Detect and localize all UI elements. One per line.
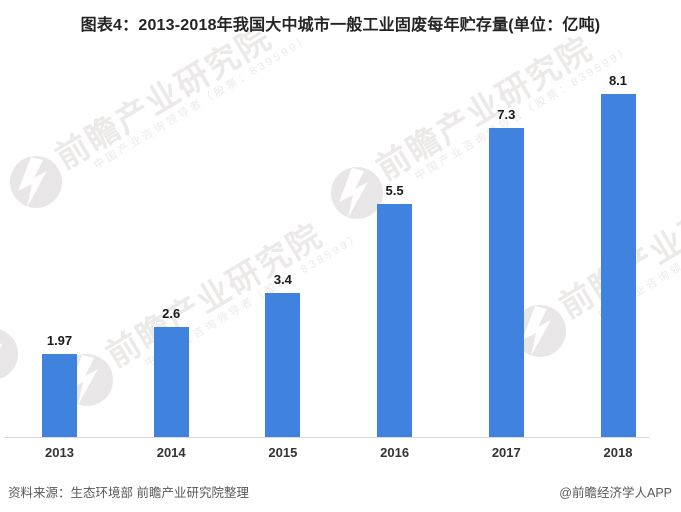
bar-value-label: 3.4 <box>273 272 292 287</box>
bar-value-label: 1.97 <box>46 333 73 348</box>
x-tick-label: 2018 <box>603 445 633 460</box>
x-tick-label: 2013 <box>45 445 74 460</box>
chart-title: 图表4：2013-2018年我国大中城市一般工业固废每年贮存量(单位：亿吨) <box>80 17 601 34</box>
bar-value-label: 7.3 <box>497 107 516 122</box>
x-tick-label: 2016 <box>380 445 410 460</box>
bar <box>265 293 301 437</box>
x-tick-label: 2014 <box>156 445 186 460</box>
x-axis-line <box>4 437 650 438</box>
bar-value-label: 8.1 <box>608 73 628 88</box>
bar <box>600 94 636 437</box>
bar <box>488 128 524 437</box>
x-tick-label: 2017 <box>491 445 521 460</box>
bar <box>377 204 413 437</box>
app-credit: @前瞻经济学人APP <box>559 486 672 500</box>
bar-value-label: 2.6 <box>162 306 181 321</box>
bar <box>153 327 189 437</box>
source-note: 资料来源：生态环境部 前瞻产业研究院整理 <box>8 486 249 500</box>
bar <box>42 354 77 437</box>
x-tick-label: 2015 <box>268 445 298 460</box>
bar-value-label: 5.5 <box>385 183 404 198</box>
